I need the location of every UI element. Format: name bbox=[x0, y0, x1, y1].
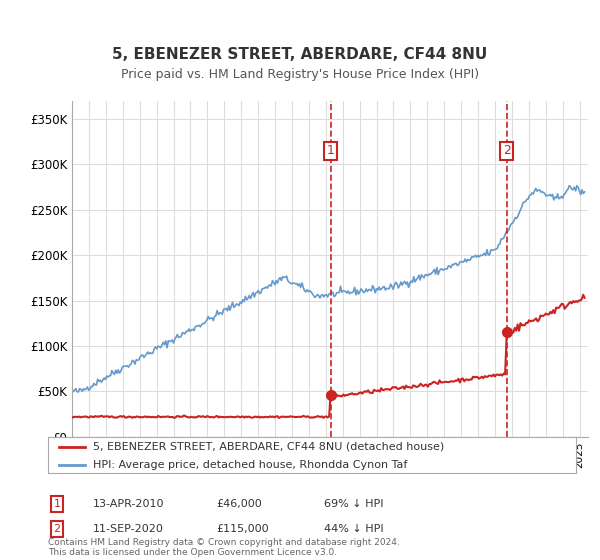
Text: 2: 2 bbox=[53, 524, 61, 534]
Text: 11-SEP-2020: 11-SEP-2020 bbox=[93, 524, 164, 534]
Text: 1: 1 bbox=[326, 144, 334, 157]
Text: 5, EBENEZER STREET, ABERDARE, CF44 8NU (detached house): 5, EBENEZER STREET, ABERDARE, CF44 8NU (… bbox=[93, 442, 444, 452]
Text: HPI: Average price, detached house, Rhondda Cynon Taf: HPI: Average price, detached house, Rhon… bbox=[93, 460, 407, 470]
Text: £46,000: £46,000 bbox=[216, 499, 262, 509]
Text: 69% ↓ HPI: 69% ↓ HPI bbox=[324, 499, 383, 509]
Text: 2: 2 bbox=[503, 144, 511, 157]
Text: 1: 1 bbox=[53, 499, 61, 509]
Text: Contains HM Land Registry data © Crown copyright and database right 2024.
This d: Contains HM Land Registry data © Crown c… bbox=[48, 538, 400, 557]
Text: 5, EBENEZER STREET, ABERDARE, CF44 8NU: 5, EBENEZER STREET, ABERDARE, CF44 8NU bbox=[112, 46, 488, 62]
Text: £115,000: £115,000 bbox=[216, 524, 269, 534]
Text: 13-APR-2010: 13-APR-2010 bbox=[93, 499, 164, 509]
Text: 44% ↓ HPI: 44% ↓ HPI bbox=[324, 524, 383, 534]
Text: Price paid vs. HM Land Registry's House Price Index (HPI): Price paid vs. HM Land Registry's House … bbox=[121, 68, 479, 81]
